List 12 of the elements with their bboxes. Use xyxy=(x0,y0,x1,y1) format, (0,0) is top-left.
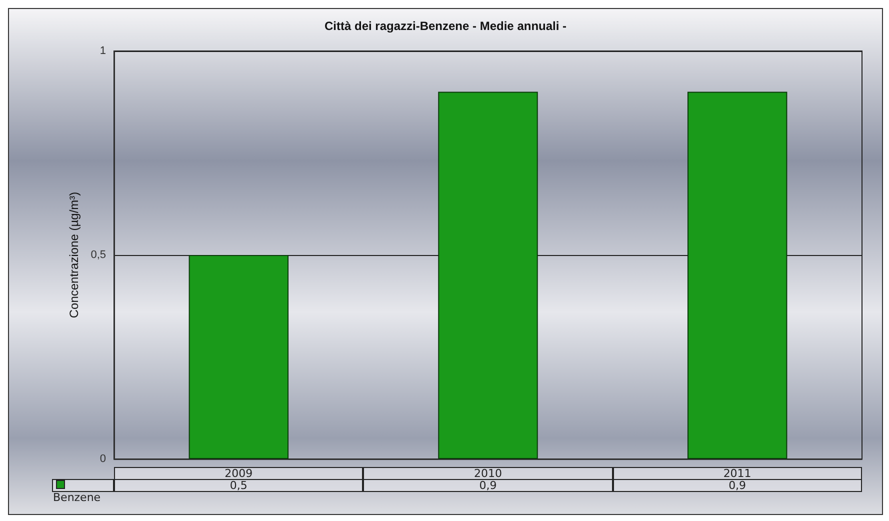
x-tick-label: 2009 xyxy=(114,467,364,480)
x-tick-label: 2010 xyxy=(363,467,613,480)
text: Benzene xyxy=(52,490,102,504)
data-label: 0,9 xyxy=(363,479,613,492)
x-tick-label: 2011 xyxy=(612,467,862,480)
y-tick-label: 1 xyxy=(100,45,106,57)
y-axis-title: Concentrazione (µg/m³) xyxy=(66,192,81,318)
y-tick-label: 0 xyxy=(100,453,106,465)
data-label: 0,5 xyxy=(114,479,364,492)
y-tick-label: 0,5 xyxy=(90,249,106,261)
data-label: 0,9 xyxy=(612,479,862,492)
chart-title: Città dei ragazzi-Benzene - Medie annuali - xyxy=(324,19,567,33)
